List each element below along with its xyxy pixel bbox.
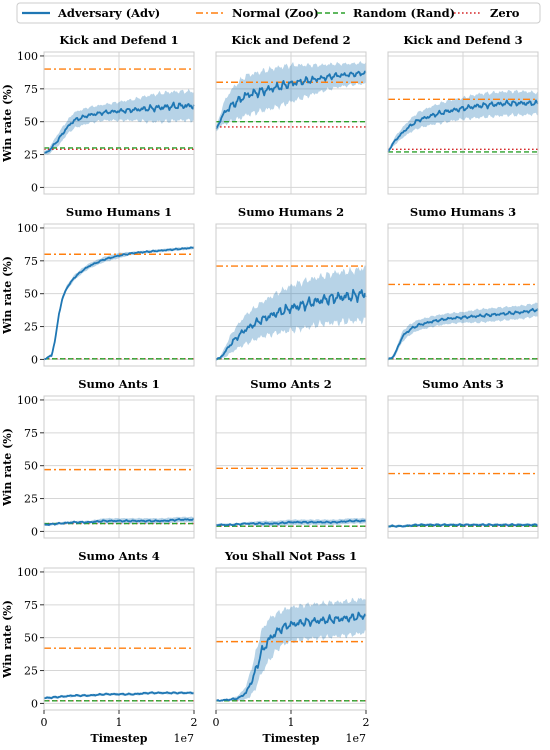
axes-frame xyxy=(43,51,195,195)
y-tick-label: 0 xyxy=(31,353,38,366)
axes-frame xyxy=(215,223,367,367)
panel-title: You Shall Not Pass 1 xyxy=(224,549,357,563)
legend-label-3: Zero xyxy=(490,6,520,20)
y-tick-label: 0 xyxy=(31,181,38,194)
y-tick-label: 25 xyxy=(24,493,38,506)
panel-9: Sumo Ants 3 xyxy=(387,377,539,539)
adversary-line xyxy=(43,691,195,700)
panel-title: Sumo Ants 4 xyxy=(78,549,160,563)
x-axis-label: Timestep xyxy=(91,732,148,745)
panel-title: Sumo Ants 3 xyxy=(422,377,504,391)
y-tick-label: 75 xyxy=(24,83,38,96)
adversary-line xyxy=(215,519,367,527)
x-tick-label: 2 xyxy=(191,716,198,729)
y-axis-label: Win rate (%) xyxy=(1,600,14,679)
x-multiplier-label: 1e7 xyxy=(345,732,366,745)
y-tick-label: 25 xyxy=(24,665,38,678)
panel-title: Sumo Humans 2 xyxy=(238,205,344,219)
y-tick-label: 100 xyxy=(17,222,38,235)
panel-title: Kick and Defend 2 xyxy=(231,33,350,47)
adversary-line xyxy=(387,523,539,528)
adversary-band xyxy=(388,89,538,154)
legend-frame xyxy=(16,2,541,24)
y-tick-label: 100 xyxy=(17,566,38,579)
legend-label-0: Adversary (Adv) xyxy=(57,6,160,20)
panel-11: You Shall Not Pass 1 0 1 2 Timestep 1e7 xyxy=(213,549,370,745)
y-tick-label: 0 xyxy=(31,525,38,538)
panel-10: Sumo Ants 4 0 25 50 75 100 Win rate (%) 0 1 2 Time… xyxy=(1,549,198,745)
adversary-line xyxy=(387,307,539,361)
x-tick-label: 2 xyxy=(363,716,370,729)
legend-label-2: Random (Rand) xyxy=(353,6,455,20)
y-tick-label: 50 xyxy=(24,288,38,301)
adversary-band xyxy=(216,61,366,132)
panel-3: Kick and Defend 3 xyxy=(387,33,539,195)
axes-frame xyxy=(387,223,539,367)
y-tick-label: 100 xyxy=(17,50,38,63)
y-axis-label: Win rate (%) xyxy=(1,428,14,507)
adversary-line xyxy=(43,246,194,361)
panel-title: Sumo Humans 3 xyxy=(410,205,516,219)
panel-1: Kick and Defend 1 0 25 50 75 100 Win rate (%) xyxy=(1,33,195,195)
adversary-line xyxy=(387,99,539,153)
axes-frame xyxy=(43,395,195,539)
adversary-line xyxy=(215,70,367,130)
panel-5: Sumo Humans 2 xyxy=(215,205,367,367)
panel-title: Sumo Ants 1 xyxy=(78,377,160,391)
legend-label-1: Normal (Zoo) xyxy=(232,6,319,20)
axes-frame xyxy=(387,395,539,539)
y-axis-label: Win rate (%) xyxy=(1,84,14,163)
adversary-line xyxy=(43,101,195,154)
y-tick-label: 25 xyxy=(24,149,38,162)
x-tick-label: 0 xyxy=(213,716,220,729)
panel-title: Sumo Humans 1 xyxy=(66,205,172,219)
adversary-band xyxy=(388,302,538,360)
adversary-line xyxy=(216,611,367,702)
y-tick-label: 75 xyxy=(24,599,38,612)
panel-title: Sumo Ants 2 xyxy=(250,377,332,391)
panel-7: Sumo Ants 1 0 25 50 75 100 Win rate (%) xyxy=(1,377,195,539)
y-tick-label: 50 xyxy=(24,116,38,129)
adversary-line xyxy=(43,517,195,526)
axes-frame xyxy=(215,395,367,539)
panel-4: Sumo Humans 1 0 25 50 75 100 Win rate (%) xyxy=(1,205,195,367)
axes-frame xyxy=(387,51,539,195)
panel-6: Sumo Humans 3 xyxy=(387,205,539,367)
axes-frame xyxy=(215,51,367,195)
y-tick-label: 75 xyxy=(24,255,38,268)
axes-frame xyxy=(43,223,195,367)
y-axis-label: Win rate (%) xyxy=(1,256,14,335)
y-tick-label: 75 xyxy=(24,427,38,440)
legend: Adversary (Adv) Normal (Zoo) Random (Rand)… xyxy=(16,2,541,24)
x-tick-label: 0 xyxy=(41,716,48,729)
y-tick-label: 100 xyxy=(17,394,38,407)
panel-2: Kick and Defend 2 xyxy=(215,33,367,195)
y-tick-label: 0 xyxy=(31,697,38,710)
panel-title: Kick and Defend 3 xyxy=(403,33,522,47)
y-tick-label: 25 xyxy=(24,321,38,334)
panel-title: Kick and Defend 1 xyxy=(59,33,178,47)
x-tick-label: 1 xyxy=(116,716,123,729)
x-axis-label: Timestep xyxy=(263,732,320,745)
x-tick-label: 1 xyxy=(288,716,295,729)
y-tick-label: 50 xyxy=(24,460,38,473)
adversary-line xyxy=(215,288,367,361)
x-multiplier-label: 1e7 xyxy=(173,732,194,745)
y-tick-label: 50 xyxy=(24,632,38,645)
panel-8: Sumo Ants 2 xyxy=(215,377,367,539)
